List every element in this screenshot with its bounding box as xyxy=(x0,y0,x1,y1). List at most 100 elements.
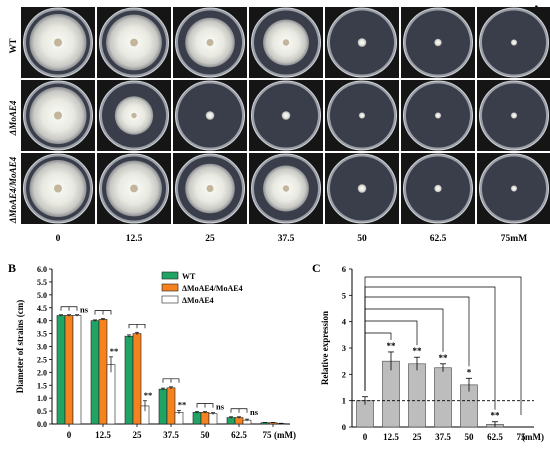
x-tick-label: 0 xyxy=(67,430,72,440)
bar xyxy=(98,319,108,425)
petri-dish xyxy=(251,153,321,224)
petri-dish xyxy=(23,80,93,151)
fungal-colony xyxy=(510,112,518,119)
y-tick-label: 3.5 xyxy=(37,330,47,339)
concentration-label: 12.5 xyxy=(125,234,143,244)
petri-dish xyxy=(479,7,549,78)
y-tick-label: 4.5 xyxy=(37,304,47,313)
x-unit-label: (mM) xyxy=(274,430,296,440)
inoculum-plug xyxy=(54,111,62,120)
concentration-label: 62.5 xyxy=(429,234,447,244)
y-tick-label: 2 xyxy=(342,369,346,379)
y-tick-label: 0.0 xyxy=(37,420,47,429)
row-label-mutant-text: ΔMoAE4 xyxy=(8,100,18,136)
plate-photo xyxy=(401,7,475,78)
fungal-colony xyxy=(357,38,367,47)
plate-photo xyxy=(325,80,399,151)
petri-dish xyxy=(403,153,473,224)
x-tick-label: 37.5 xyxy=(163,430,179,440)
significance-bracket xyxy=(128,323,146,329)
y-tick-label: 2.5 xyxy=(37,355,47,364)
significance-label: ** xyxy=(413,346,423,356)
plate-photo xyxy=(401,153,475,224)
fungal-colony xyxy=(205,111,215,120)
significance-label: * xyxy=(467,367,472,377)
petri-dish xyxy=(175,80,245,151)
fungal-colony xyxy=(434,38,442,47)
petri-dish xyxy=(175,7,245,78)
y-tick-label: 2.0 xyxy=(37,368,47,377)
petri-dish xyxy=(175,153,245,224)
y-tick-label: 1.0 xyxy=(37,394,47,403)
significance-label: ** xyxy=(144,390,153,400)
x-tick-label: 0 xyxy=(363,432,368,442)
plate-photo xyxy=(401,80,475,151)
fungal-colony xyxy=(281,111,291,120)
bar xyxy=(192,412,202,425)
inoculum-plug xyxy=(130,184,138,193)
significance-bracket xyxy=(162,378,180,383)
inoculum-plug xyxy=(282,185,290,192)
chart-b-diameter: 0.0 0.5 1.0 1.5 2.0 2.5 3.0 3.5 4.0 4.5 5.0 5.5 6.0 D… xyxy=(15,265,296,440)
plate-photo xyxy=(173,7,247,78)
plate-photo xyxy=(249,7,323,78)
legend-swatch xyxy=(161,283,179,292)
bar xyxy=(408,363,426,428)
petri-dish xyxy=(327,153,397,224)
significance-label: ** xyxy=(439,353,449,363)
plate-photo xyxy=(97,7,171,78)
y-tick-label: 5.5 xyxy=(37,278,47,287)
row-label-mutant: ΔMoAE4 xyxy=(8,91,18,145)
legend-label: ΔMoAE4 xyxy=(182,296,214,305)
y-tick-label: 0.5 xyxy=(37,407,47,416)
plate-photo xyxy=(325,7,399,78)
petri-dish xyxy=(99,7,169,78)
fungal-colony xyxy=(510,185,518,192)
bar xyxy=(158,388,168,425)
x-tick-label: 12.5 xyxy=(383,432,399,442)
petri-dish xyxy=(403,7,473,78)
bar xyxy=(208,413,218,425)
plate-photo xyxy=(173,153,247,224)
bar xyxy=(64,315,74,425)
concentration-label: 0 xyxy=(55,234,61,244)
row-label-wt-text: WT xyxy=(8,38,18,54)
fungal-colony xyxy=(434,184,442,193)
y-tick-label: 5.0 xyxy=(37,291,47,300)
bar xyxy=(356,400,374,428)
panel-letter-c: C xyxy=(312,261,321,275)
x-unit-label: (mM) xyxy=(522,432,544,442)
chart-c-relative-expression: 0 1 2 3 4 5 6 Relative expression 0 12.5 ** 25 ** 37.… xyxy=(320,264,544,442)
bar xyxy=(234,417,244,425)
inoculum-plug xyxy=(206,185,214,192)
row-label-complement: ΔMoAE4/MoAE4 xyxy=(8,145,18,235)
x-tick-label: 50 xyxy=(201,430,211,440)
bar xyxy=(124,335,134,425)
plate-photo xyxy=(21,153,95,224)
significance-label: ** xyxy=(387,341,397,351)
comparison-bracket xyxy=(364,276,522,415)
petri-dish xyxy=(327,80,397,151)
concentration-label: 25 xyxy=(205,234,215,244)
legend-swatch xyxy=(161,295,179,304)
petri-dish xyxy=(23,153,93,224)
petri-dish xyxy=(23,7,93,78)
y-tick-label: 3.0 xyxy=(37,343,47,352)
bar xyxy=(56,315,66,425)
x-tick-label: 50 xyxy=(465,432,475,442)
plate-photo xyxy=(249,153,323,224)
plate-photo xyxy=(97,80,171,151)
legend-swatch xyxy=(161,271,179,280)
plate-photo xyxy=(21,80,95,151)
plate-photo xyxy=(21,7,95,78)
x-tick-label: 75 xyxy=(263,430,273,440)
inoculum-plug xyxy=(130,38,138,47)
significance-label: ** xyxy=(178,400,187,410)
x-tick-label: 37.5 xyxy=(435,432,451,442)
x-tick-label: 25 xyxy=(133,430,143,440)
inoculum-plug xyxy=(206,39,214,46)
fungal-colony xyxy=(434,112,442,119)
panel-letter-b: B xyxy=(8,261,17,275)
bar xyxy=(434,367,452,428)
fungal-colony xyxy=(510,39,518,46)
